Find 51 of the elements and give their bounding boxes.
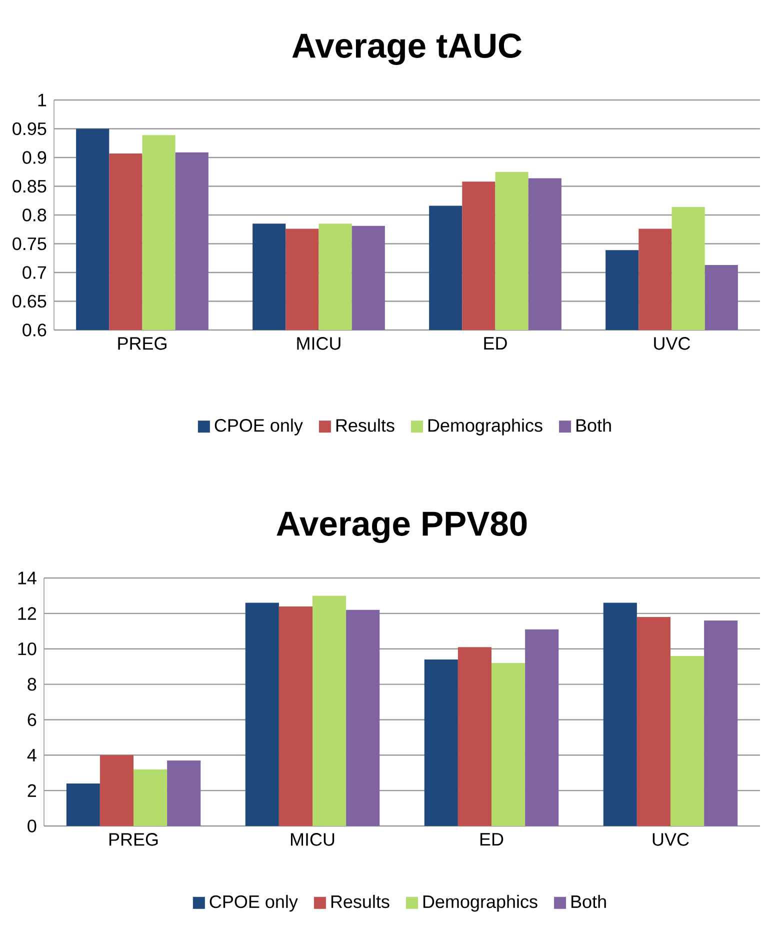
- y-tick-label: 10: [18, 642, 36, 656]
- y-tick-label: 6: [28, 713, 36, 726]
- y-tick-label: 12: [18, 607, 36, 620]
- legend-label: Both: [576, 418, 611, 432]
- y-tick-label: 8: [28, 678, 36, 691]
- legend-label: CPOE only: [210, 894, 298, 912]
- y-tick-label: 0.85: [12, 180, 46, 193]
- bar: [278, 606, 312, 826]
- bar: [525, 629, 559, 826]
- y-tick-label: 0.9: [22, 151, 46, 164]
- x-tick-label: UVC: [652, 833, 689, 846]
- bar: [458, 647, 492, 826]
- bar: [346, 610, 380, 826]
- legend-label: Both: [572, 894, 606, 908]
- y-tick-label: 1: [38, 94, 46, 106]
- bar: [704, 620, 738, 826]
- legend-label: Demographics: [428, 418, 542, 436]
- y-tick-label: 14: [18, 572, 36, 584]
- bar: [424, 659, 458, 826]
- x-tick-label: MICU: [290, 833, 334, 846]
- chart-title: Average PPV80: [276, 511, 527, 543]
- bar: [636, 616, 670, 826]
- y-tick-label: 0.75: [12, 237, 46, 250]
- y-tick-label: 0.7: [22, 266, 46, 279]
- y-tick-label: 0.8: [22, 208, 46, 222]
- y-tick-label: 2: [28, 784, 36, 797]
- y-tick-label: 4: [27, 748, 36, 762]
- x-tick-label: ED: [480, 833, 504, 846]
- x-tick-label: MICU: [297, 337, 340, 350]
- bar: [245, 602, 279, 826]
- x-tick-label: UVC: [654, 337, 690, 350]
- bar: [167, 760, 201, 826]
- bar: [312, 596, 346, 826]
- x-tick-label: ED: [484, 337, 507, 350]
- x-tick-label: PREG: [118, 337, 166, 350]
- bar: [491, 663, 526, 826]
- bar: [670, 656, 704, 826]
- bar: [133, 769, 168, 826]
- x-tick-label: PREG: [109, 833, 158, 846]
- legend-label: Demographics: [423, 894, 538, 912]
- y-tick-label: 0.65: [12, 294, 46, 308]
- y-tick-label: 0: [28, 820, 36, 832]
- y-tick-label: 0.6: [22, 324, 46, 336]
- chart-title: Average tAUC: [292, 34, 522, 65]
- legend-label: Results: [336, 418, 394, 432]
- bar: [603, 602, 637, 826]
- y-tick-label: 0.95: [12, 122, 46, 136]
- legend-label: CPOE only: [214, 418, 303, 436]
- legend-label: Results: [331, 894, 390, 908]
- bar: [66, 783, 100, 826]
- bar: [100, 755, 134, 826]
